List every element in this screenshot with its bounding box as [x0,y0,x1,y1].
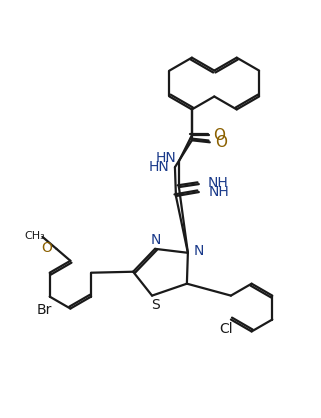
Text: HN: HN [156,151,176,165]
Text: S: S [151,298,160,311]
Text: O: O [215,135,227,150]
Text: O: O [213,128,225,143]
Text: N: N [194,244,204,258]
Text: NH: NH [209,185,230,199]
Text: O: O [41,241,52,255]
Text: HN: HN [149,160,169,174]
Text: Cl: Cl [219,322,233,336]
Text: NH: NH [208,176,229,190]
Text: N: N [151,233,161,247]
Text: Br: Br [37,303,52,316]
Text: CH₃: CH₃ [24,231,45,241]
